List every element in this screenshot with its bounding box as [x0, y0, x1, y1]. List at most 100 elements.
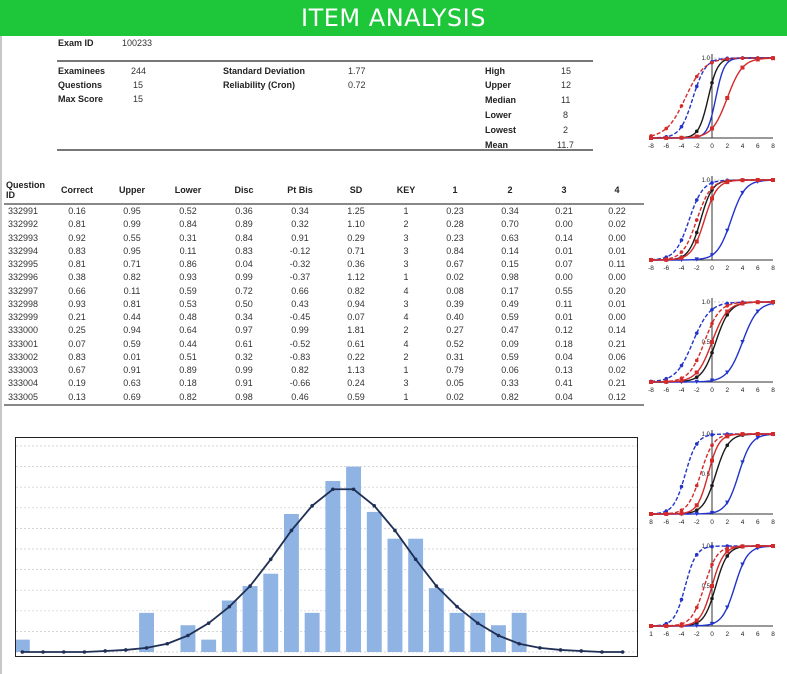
table-cell: 0.66 — [291, 285, 309, 296]
curve-point — [61, 650, 66, 654]
table-cell: 0.86 — [179, 259, 197, 270]
y-tick-label: 1.0 — [702, 432, 711, 438]
col-header: 1 — [428, 177, 482, 205]
table-row: 332997 0.66 0.11 0.59 0.72 0.66 0.82 4 0.08 0.17 0… — [4, 285, 644, 298]
table-row: 332992 0.81 0.99 0.84 0.89 0.32 1.10 2 0.28 0.70 0… — [4, 218, 644, 231]
icc-marker — [710, 81, 714, 85]
col-header: Disc — [216, 177, 272, 205]
icc-marker — [694, 552, 699, 557]
icc-marker — [679, 363, 684, 368]
table-cell: 0.51 — [179, 351, 197, 362]
histogram-bar — [180, 625, 196, 652]
icc-marker — [694, 218, 699, 222]
icc-marker — [649, 624, 653, 628]
col-header: Upper — [104, 177, 160, 205]
table-cell: 0.25 — [68, 325, 86, 336]
curve-point — [144, 646, 149, 650]
col-header: Lower — [160, 177, 216, 205]
table-cell: 0.99 — [235, 272, 253, 283]
x-tick-label: 8 — [771, 631, 775, 638]
table-cell: 0.93 — [68, 298, 86, 309]
table-cell: 0.02 — [428, 390, 482, 406]
x-tick-label: 8 — [771, 387, 775, 394]
table-cell: 0.17 — [501, 285, 519, 296]
icc-marker — [679, 376, 684, 381]
histogram-bar — [139, 612, 155, 652]
table-cell: 0.83 — [235, 245, 253, 256]
table-row: 333004 0.19 0.63 0.18 0.91 -0.66 0.24 3 0.05 0.33… — [4, 377, 644, 390]
y-tick-label: 0.5 — [702, 340, 711, 346]
icc-marker — [740, 340, 745, 345]
table-cell: 2 — [403, 325, 409, 336]
icc-marker — [740, 65, 745, 70]
x-tick-label: 8 — [771, 519, 775, 526]
icc-marker — [694, 379, 699, 385]
icc-marker — [710, 544, 714, 549]
x-tick-label: 4 — [741, 631, 745, 638]
x-tick-label: -4 — [679, 387, 685, 394]
table-cell: 0.11 — [608, 259, 626, 270]
icc-marker — [710, 483, 714, 488]
col-header: SD — [328, 177, 384, 205]
icc-marker — [679, 511, 684, 516]
table-cell: 0.55 — [123, 232, 141, 243]
question-id-cell: 333004 — [8, 378, 39, 389]
icc-marker — [710, 584, 714, 588]
x-tick-label: 8 — [771, 143, 775, 150]
icc-marker — [649, 380, 653, 384]
table-cell: 1 — [384, 390, 428, 406]
item-characteristic-curve-chart: -8 -6 -4 -2 0 2 4 6 8 1.0 — [648, 54, 775, 150]
table-cell: 0.02 — [446, 272, 464, 283]
icc-marker — [740, 178, 745, 182]
table-cell: 0.82 — [291, 365, 309, 376]
icc-marker — [694, 257, 699, 262]
icc-marker — [740, 190, 745, 196]
table-cell: 0.05 — [446, 378, 464, 389]
icc-marker — [725, 309, 730, 314]
table-row: 333003 0.67 0.91 0.89 0.99 0.82 1.13 1 0.79 0.06 0… — [4, 364, 644, 377]
icc-marker — [725, 57, 730, 61]
y-tick-label: 1.0 — [702, 544, 711, 550]
icc-marker — [710, 596, 714, 601]
icc-marker — [755, 178, 760, 182]
question-id-cell: 332991 — [8, 206, 39, 217]
icc-marker — [664, 509, 669, 513]
x-tick-label: 0 — [710, 519, 714, 526]
mean-label: Mean — [485, 140, 509, 150]
icc-marker — [694, 370, 699, 375]
question-id-cell: 333003 — [8, 365, 39, 376]
icc-marker — [740, 562, 745, 567]
table-cell: 0.23 — [446, 206, 464, 217]
icc-marker — [694, 331, 699, 335]
table-cell: 0.11 — [123, 285, 141, 296]
curve-point — [310, 503, 314, 508]
table-cell: 0.00 — [608, 272, 626, 283]
icc-marker — [694, 198, 699, 202]
table-cell: 0.52 — [179, 206, 197, 217]
table-cell: 0.84 — [446, 245, 464, 256]
icc-marker — [725, 433, 730, 437]
table-cell: 0.32 — [235, 351, 253, 362]
table-cell: 0.04 — [538, 390, 590, 406]
histogram-bar — [221, 600, 237, 652]
score-distribution-chart — [15, 437, 638, 657]
table-cell: 0.47 — [501, 325, 519, 336]
table-cell: 0.69 — [104, 390, 160, 406]
summary-top-rule — [57, 60, 593, 62]
item-analysis-table: Question ID Correct Upper Lower Disc Pt … — [4, 177, 644, 406]
std-dev-label: Standard Deviation — [223, 66, 306, 76]
table-cell: 0.00 — [555, 272, 573, 283]
icc-marker — [694, 503, 699, 508]
table-cell: 0.19 — [68, 378, 86, 389]
table-cell: 0.52 — [446, 338, 464, 349]
table-cell: 0.12 — [555, 325, 573, 336]
table-cell: 0.07 — [68, 338, 86, 349]
std-dev-value: 1.77 — [348, 66, 366, 76]
icc-marker — [725, 554, 730, 558]
x-tick-label: -8 — [648, 387, 654, 394]
table-cell: 0.91 — [235, 378, 253, 389]
x-tick-label: 0 — [710, 265, 714, 272]
x-tick-label: -2 — [694, 265, 700, 272]
question-id-cell: 332998 — [8, 298, 39, 309]
page-title: ITEM ANALYSIS — [0, 0, 787, 36]
